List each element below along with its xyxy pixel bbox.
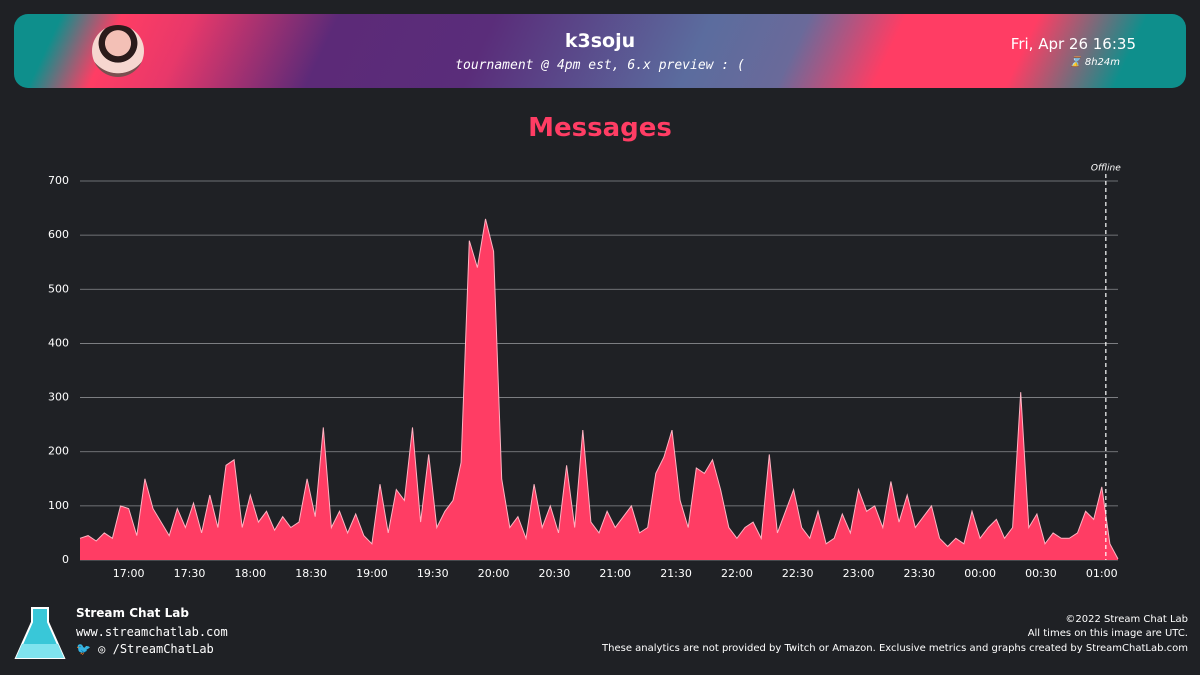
header-banner xyxy=(14,14,1186,88)
channel-name: k3soju xyxy=(564,30,636,52)
x-tick-label: 23:00 xyxy=(843,567,875,580)
chart: 0 100 200 300 400 500 600 700 17:00 17:30 18:00 18:… xyxy=(48,164,1121,581)
x-tick-label: 20:30 xyxy=(539,567,571,580)
stream-duration: ⌛ 8h24m xyxy=(1069,57,1120,68)
copyright: ©2022 Stream Chat Lab xyxy=(1065,614,1188,625)
y-tick-label: 700 xyxy=(48,174,69,187)
duration: 8h24m xyxy=(1084,57,1120,68)
x-tick-label: 23:30 xyxy=(903,567,935,580)
x-tick-label: 22:30 xyxy=(782,567,814,580)
area xyxy=(80,218,1118,560)
y-tick-label: 400 xyxy=(48,336,69,349)
y-tick-label: 500 xyxy=(48,282,69,295)
offline-label: Offline xyxy=(1091,164,1121,174)
timezone-note: All times on this image are UTC. xyxy=(1027,628,1188,639)
y-tick-label: 100 xyxy=(48,499,69,512)
chart-title: Messages xyxy=(528,113,672,143)
brand: Stream Chat Lab xyxy=(76,606,189,620)
x-tick-label: 22:00 xyxy=(721,567,753,580)
x-tick-label: 18:00 xyxy=(234,567,266,580)
social-handle[interactable]: /StreamChatLab xyxy=(112,642,214,656)
x-tick-label: 20:00 xyxy=(478,567,510,580)
x-tick-label: 01:00 xyxy=(1086,567,1118,580)
social[interactable]: 🐦 ◎ /StreamChatLab xyxy=(76,642,214,656)
x-tick-label: 00:00 xyxy=(964,567,996,580)
y-tick-label: 600 xyxy=(48,228,69,241)
x-tick-label: 17:30 xyxy=(174,567,206,580)
x-tick-label: 21:30 xyxy=(660,567,692,580)
stream-title: tournament @ 4pm est, 6.x preview : ( xyxy=(455,58,745,73)
y-tick-label: 300 xyxy=(48,391,69,404)
x-tick-label: 19:00 xyxy=(356,567,388,580)
y-tick-label: 200 xyxy=(48,445,69,458)
x-tick-label: 18:30 xyxy=(295,567,327,580)
area-line xyxy=(79,218,1119,560)
logo xyxy=(14,607,66,659)
x-tick-label: 00:30 xyxy=(1025,567,1057,580)
avatar xyxy=(92,25,144,77)
website[interactable]: www.streamchatlab.com xyxy=(76,625,228,639)
x-tick-label: 17:00 xyxy=(113,567,145,580)
disclaimer: These analytics are not provided by Twit… xyxy=(602,643,1188,654)
x-tick-label: 21:00 xyxy=(599,567,631,580)
x-tick-label: 19:30 xyxy=(417,567,449,580)
stream-date: Fri, Apr 26 16:35 xyxy=(1010,35,1136,53)
y-tick-label: 0 xyxy=(62,553,69,566)
